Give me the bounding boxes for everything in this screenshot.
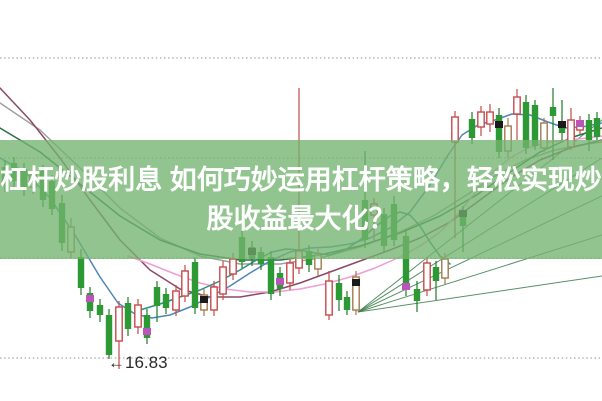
candle-body-fall (267, 257, 275, 294)
headline-line-1: 杠杆炒股利息 如何巧妙运用杠杆策略，轻松实现炒 (0, 164, 602, 195)
candle-body-rise (477, 111, 485, 128)
candle-body-rise (172, 290, 180, 311)
candle (352, 271, 360, 315)
candle-body-fall (495, 115, 503, 152)
candle (593, 112, 601, 140)
headline-line-2: 股收益最大化？ (206, 203, 396, 234)
candle-body-rise (423, 262, 431, 291)
candle (486, 104, 494, 132)
candle-body-fall (593, 118, 601, 137)
candle (124, 297, 132, 336)
purple-signal-marker (276, 278, 284, 285)
candle-body-fall (343, 297, 351, 310)
candle (325, 271, 333, 320)
purple-signal-marker (402, 283, 410, 290)
candle (181, 265, 189, 302)
candle-body-fall (191, 262, 199, 308)
candle-body-fall (153, 287, 161, 306)
candle-body-fall (522, 102, 530, 148)
black-signal-marker (200, 296, 208, 303)
headline-banner: 杠杆炒股利息 如何巧妙运用杠杆策略，轻松实现炒 股收益最大化？ (0, 140, 602, 259)
black-signal-marker (495, 121, 503, 128)
purple-signal-marker (576, 120, 584, 127)
candle-body-fall (77, 257, 85, 288)
candle (276, 267, 284, 296)
candle (513, 89, 521, 140)
candle (105, 309, 113, 359)
candle-body-rise (115, 306, 123, 342)
candle-body-fall (432, 267, 440, 281)
candle-body-rise (441, 258, 449, 279)
candle (191, 257, 199, 314)
candle (413, 281, 421, 312)
candle-body-rise (286, 262, 294, 284)
candle-body-fall (413, 289, 421, 301)
candle (143, 309, 151, 344)
candle (335, 275, 343, 311)
purple-signal-marker (86, 295, 94, 302)
candle-body-fall (124, 303, 132, 329)
candle (200, 289, 208, 316)
black-signal-marker (558, 121, 566, 128)
candle (172, 285, 180, 316)
candle (468, 112, 476, 144)
candle-body-rise (134, 304, 142, 328)
candle-body-rise (181, 270, 189, 297)
candle (210, 281, 218, 316)
candle (477, 106, 485, 136)
candle (86, 287, 94, 318)
candle-body-fall (162, 294, 170, 308)
candle-body-fall (143, 315, 151, 338)
candle (134, 299, 142, 334)
candle-body-rise (352, 276, 360, 311)
candle-body-fall (96, 305, 104, 315)
candle (432, 261, 440, 300)
candle-body-fall (585, 120, 593, 140)
candle-body-fall (402, 236, 410, 290)
candle (576, 116, 584, 134)
price-low-annotation: ←16.83 (108, 353, 168, 372)
purple-signal-marker (143, 328, 151, 335)
candle (115, 301, 123, 369)
candle (423, 257, 431, 296)
fan-line (357, 275, 602, 313)
candle-body-fall (335, 283, 343, 300)
candle-body-fall (468, 119, 476, 138)
candle (558, 100, 566, 140)
candle (153, 281, 161, 322)
black-signal-marker (352, 279, 360, 286)
candle-body-rise (513, 96, 521, 115)
candle (267, 251, 275, 300)
candle (286, 257, 294, 290)
candle-body-rise (451, 116, 459, 143)
candle-body-fall (105, 315, 113, 355)
candle-body-rise (210, 286, 218, 311)
candle (96, 299, 104, 322)
candle-body-rise (229, 258, 237, 275)
candle-body-rise (219, 266, 227, 295)
candle-body-rise (325, 280, 333, 316)
candle (162, 288, 170, 314)
candle-body-fall (531, 105, 539, 146)
candle (219, 261, 227, 300)
candle-body-fall (549, 107, 557, 116)
candle-body-rise (486, 111, 494, 125)
candle (343, 291, 351, 315)
